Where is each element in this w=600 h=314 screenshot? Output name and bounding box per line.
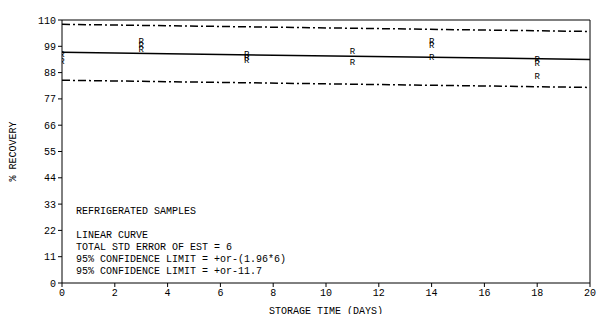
- svg-text:R: R: [350, 58, 356, 68]
- svg-text:6: 6: [217, 288, 223, 299]
- svg-text:10: 10: [320, 288, 332, 299]
- svg-text:16: 16: [478, 288, 490, 299]
- html-text:95% CONFIDENCE LIMIT = +or-11.: 95% CONFIDENCE LIMIT = +or-11.7: [76, 266, 262, 277]
- svg-text:99: 99: [44, 42, 56, 53]
- svg-text:18: 18: [531, 288, 543, 299]
- svg-text:STORAGE TIME (DAYS): STORAGE TIME (DAYS): [269, 306, 383, 314]
- svg-text:8: 8: [270, 288, 276, 299]
- svg-text:0: 0: [59, 288, 65, 299]
- svg-text:R: R: [534, 59, 540, 69]
- svg-text:77: 77: [44, 94, 56, 105]
- svg-text:R: R: [350, 47, 356, 57]
- svg-text:14: 14: [426, 288, 438, 299]
- svg-text:4: 4: [165, 288, 171, 299]
- svg-text:12: 12: [373, 288, 385, 299]
- svg-text:110: 110: [38, 16, 56, 27]
- svg-text:0: 0: [50, 279, 56, 290]
- svg-text:11: 11: [44, 252, 56, 263]
- svg-text:2: 2: [112, 288, 118, 299]
- svg-text:R: R: [534, 72, 540, 82]
- svg-text:22: 22: [44, 226, 56, 237]
- svg-text:R: R: [429, 41, 435, 51]
- html-text:LINEAR CURVE: LINEAR CURVE: [76, 230, 148, 241]
- svg-text:R: R: [429, 53, 435, 63]
- svg-text:20: 20: [584, 288, 592, 299]
- svg-text:33: 33: [44, 200, 56, 211]
- html-text:REFRIGERATED SAMPLES: REFRIGERATED SAMPLES: [76, 206, 196, 217]
- svg-text:R: R: [244, 56, 250, 66]
- svg-text:% RECOVERY: % RECOVERY: [8, 121, 19, 181]
- svg-text:R: R: [62, 57, 65, 67]
- html-text:TOTAL STD ERROR OF EST = 6: TOTAL STD ERROR OF EST = 6: [76, 242, 232, 253]
- svg-text:88: 88: [44, 68, 56, 79]
- svg-text:66: 66: [44, 121, 56, 132]
- svg-text:R: R: [138, 45, 144, 55]
- html-text:95% CONFIDENCE LIMIT = +or-(1.: 95% CONFIDENCE LIMIT = +or-(1.96*6): [76, 254, 286, 265]
- svg-text:55: 55: [44, 147, 56, 158]
- svg-text:44: 44: [44, 173, 56, 184]
